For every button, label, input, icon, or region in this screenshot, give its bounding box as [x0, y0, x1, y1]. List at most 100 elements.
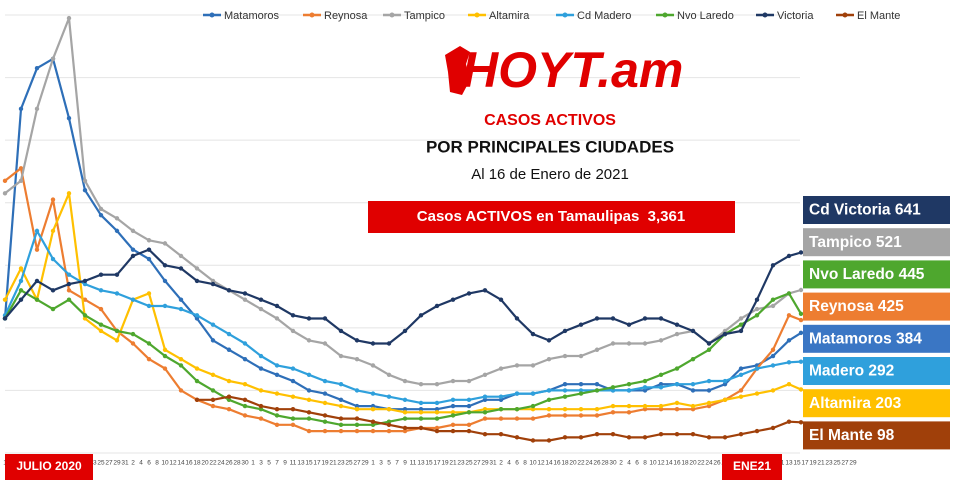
data-point	[690, 356, 696, 362]
end-label-box	[803, 421, 950, 450]
data-point	[546, 397, 552, 403]
data-point	[450, 422, 456, 428]
x-tick-label: 30	[241, 460, 249, 467]
data-point	[418, 381, 424, 387]
data-point	[674, 407, 680, 412]
data-point	[338, 328, 344, 334]
x-tick-label: 27	[473, 460, 481, 467]
data-point	[610, 316, 616, 321]
data-point	[642, 435, 648, 440]
end-label: Cd Victoria 641	[809, 202, 921, 219]
data-point	[786, 419, 792, 424]
data-point	[98, 288, 104, 293]
data-point	[82, 313, 88, 318]
data-point	[546, 388, 552, 393]
data-point	[690, 328, 696, 334]
data-point	[786, 253, 792, 259]
data-point	[226, 397, 232, 403]
data-point	[562, 394, 568, 399]
legend-dot	[389, 12, 395, 18]
data-point	[194, 378, 200, 384]
data-point	[34, 297, 40, 302]
x-tick-label: 3	[259, 460, 263, 467]
data-point	[482, 416, 488, 421]
x-tick-label: 12	[169, 460, 177, 467]
data-point	[290, 378, 296, 384]
x-tick-label: 6	[635, 460, 639, 467]
data-point	[562, 381, 568, 387]
legend-dot	[209, 12, 215, 18]
data-point	[162, 347, 168, 352]
end-label-box	[803, 357, 950, 385]
data-point	[98, 306, 104, 312]
data-point	[386, 394, 392, 399]
legend-dot	[762, 12, 768, 18]
legend-dot	[842, 12, 848, 18]
data-point	[178, 356, 184, 362]
x-tick-label: 21	[449, 460, 457, 467]
data-point	[466, 428, 472, 434]
data-point	[34, 278, 40, 284]
x-tick-label: 5	[267, 460, 271, 467]
data-point	[146, 341, 152, 346]
data-point	[578, 353, 584, 359]
data-point	[626, 381, 632, 387]
data-point	[66, 297, 72, 302]
data-point	[466, 410, 472, 415]
x-tick-label: 30	[609, 460, 617, 467]
data-point	[482, 394, 488, 399]
x-tick-label: 25	[465, 460, 473, 467]
x-tick-label: 27	[353, 460, 361, 467]
data-point	[738, 372, 744, 377]
data-point	[434, 400, 440, 406]
data-point	[146, 291, 152, 296]
data-point	[482, 410, 488, 415]
data-point	[706, 403, 712, 409]
data-point	[514, 316, 520, 321]
x-tick-label: 24	[585, 460, 593, 467]
data-point	[482, 432, 488, 437]
data-point	[754, 428, 760, 434]
data-point	[370, 428, 376, 434]
data-point	[754, 366, 760, 371]
data-point	[82, 178, 88, 184]
data-point	[386, 428, 392, 434]
grid	[5, 14, 800, 454]
legend-label: Nvo Laredo	[677, 10, 734, 22]
data-point	[18, 266, 24, 271]
data-point	[370, 419, 376, 424]
data-point	[722, 331, 728, 337]
data-point	[642, 316, 648, 321]
data-point	[114, 328, 120, 334]
data-point	[162, 241, 168, 246]
data-point	[194, 366, 200, 371]
x-tick-label: 26	[225, 460, 233, 467]
x-tick-label: 28	[601, 460, 609, 467]
x-tick-label: 20	[201, 460, 209, 467]
data-point	[98, 213, 104, 218]
data-point	[626, 403, 632, 409]
data-point	[402, 416, 408, 421]
x-tick-label: 11	[290, 460, 297, 467]
logo-bull	[445, 46, 470, 95]
data-point	[450, 413, 456, 418]
data-point	[226, 394, 232, 399]
x-tick-label: 18	[561, 460, 569, 467]
data-point	[98, 206, 104, 212]
data-point	[674, 331, 680, 337]
legend-label: Cd Madero	[577, 10, 631, 22]
data-point	[706, 341, 712, 346]
x-tick-label: 22	[209, 460, 217, 467]
data-point	[66, 272, 72, 277]
end-month-label: ENE21	[733, 459, 771, 473]
data-point	[770, 425, 776, 431]
data-point	[130, 247, 136, 252]
data-point	[722, 397, 728, 403]
data-point	[530, 391, 536, 396]
total-box	[368, 201, 735, 233]
x-tick-label: 27	[105, 460, 113, 467]
data-point	[798, 317, 804, 323]
data-point	[530, 416, 536, 421]
x-tick-label: 14	[665, 460, 673, 467]
x-tick-label: 6	[515, 460, 519, 467]
